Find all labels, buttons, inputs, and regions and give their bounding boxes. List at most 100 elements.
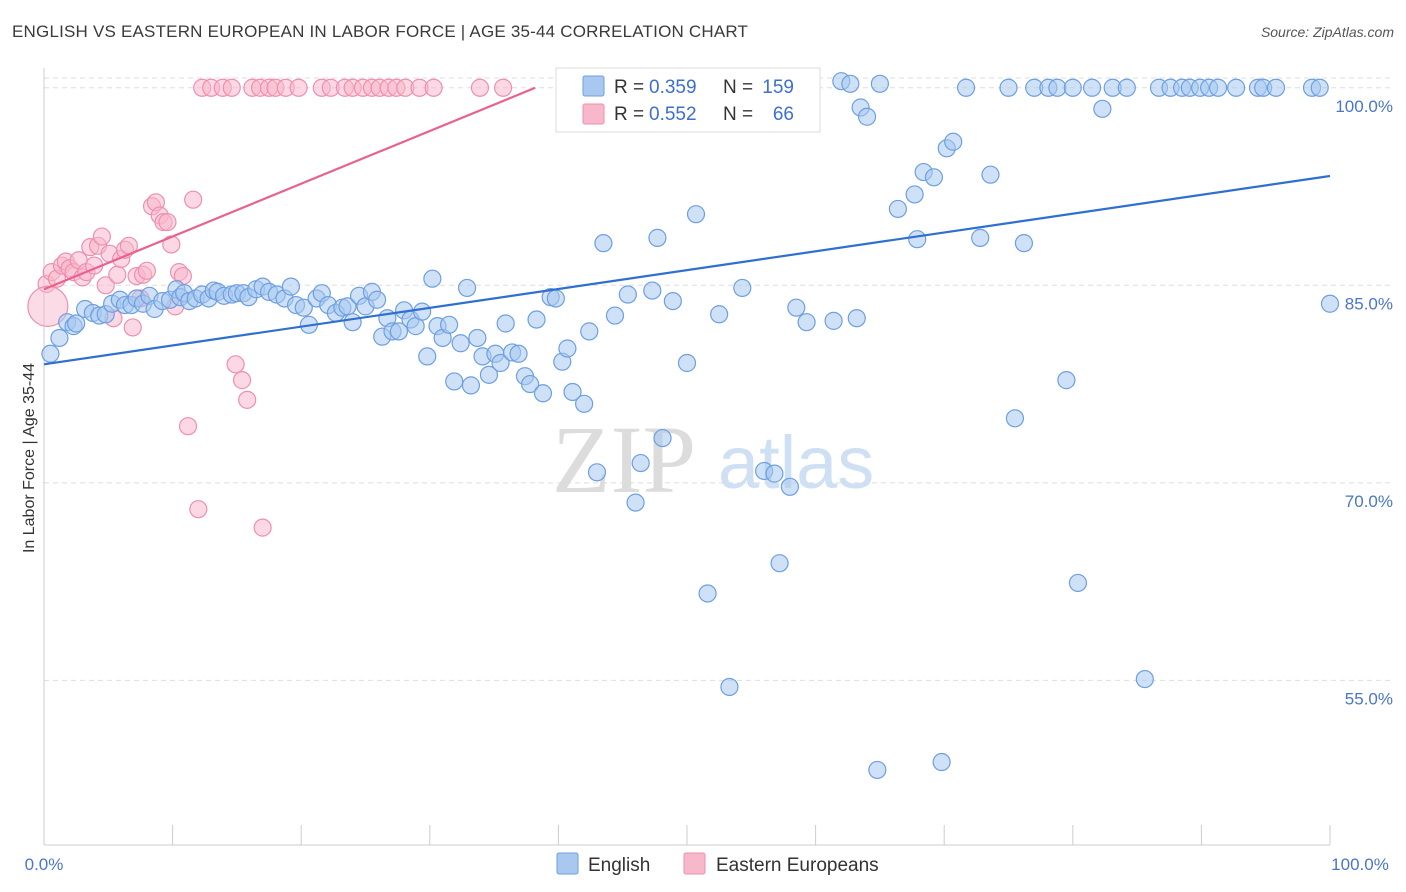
english-n-label: N =	[723, 77, 753, 98]
eastern-point-37	[189, 500, 208, 519]
english-point-102	[710, 305, 729, 324]
english-point-156	[1310, 78, 1329, 97]
english-point-150	[1209, 78, 1228, 97]
english-point-157	[1320, 294, 1340, 313]
english-point-67	[451, 334, 470, 353]
x-tick-marks	[172, 825, 1331, 845]
english-point-101	[698, 584, 717, 603]
english-point-131	[1005, 409, 1025, 428]
english-point-98	[663, 292, 682, 311]
english-point-142	[1117, 78, 1136, 97]
english-point-116	[857, 107, 877, 126]
english-legend-swatch	[582, 75, 605, 97]
english-point-97	[653, 428, 672, 448]
english-point-72	[479, 365, 499, 384]
eastern-n-value: 66	[773, 104, 794, 125]
english-point-90	[594, 234, 613, 253]
y-tick-labels: 100.0% 85.0% 70.0% 55.0%	[1335, 97, 1393, 709]
english-point-123	[924, 168, 944, 187]
english-point-83	[546, 289, 565, 308]
eastern-point-44	[238, 390, 257, 409]
english-point-117	[868, 760, 887, 780]
eastern-point-64	[470, 78, 490, 97]
english-point-52	[367, 290, 387, 309]
english-point-99	[677, 353, 697, 373]
eastern-bottom-label: Eastern Europeans	[716, 855, 879, 876]
english-point-87	[575, 394, 594, 413]
english-point-120	[905, 185, 924, 204]
english-point-62	[423, 269, 442, 288]
english-point-75	[496, 314, 515, 333]
y-tick-label-55: 55.0%	[1345, 689, 1393, 708]
english-point-111	[824, 311, 843, 330]
english-point-93	[626, 493, 645, 512]
english-point-124	[932, 752, 951, 772]
english-bottom-swatch	[556, 852, 579, 875]
eastern-point-14	[96, 276, 115, 295]
english-r-label: R =	[614, 77, 644, 98]
english-point-96	[648, 228, 667, 247]
english-point-88	[580, 322, 599, 341]
english-point-95	[643, 281, 662, 300]
english-point-108	[780, 477, 799, 496]
english-trend-line	[43, 174, 1331, 366]
english-point-130	[999, 78, 1018, 97]
english-point-66	[445, 372, 464, 391]
x-tick-label-min: 0.0%	[25, 855, 64, 874]
english-point-136	[1057, 371, 1076, 390]
english-point-91	[605, 306, 625, 325]
english-point-143	[1135, 669, 1154, 689]
y-axis-title: In Labor Force | Age 35-44	[21, 363, 38, 553]
english-point-79	[521, 374, 540, 394]
english-point-107	[770, 554, 789, 573]
english-point-113	[841, 74, 860, 93]
english-point-110	[797, 313, 816, 332]
english-point-128	[971, 228, 990, 247]
english-point-119	[888, 199, 908, 219]
english-point-139	[1082, 78, 1102, 97]
eastern-point-30	[158, 212, 177, 232]
eastern-point-36	[184, 190, 203, 209]
english-point-65	[439, 315, 459, 334]
eastern-point-21	[123, 318, 142, 337]
english-point-77	[509, 344, 528, 363]
stats-legend: R = 0.359 N = 159 R = 0.552 N = 66	[555, 67, 821, 133]
english-point-40	[294, 298, 313, 317]
english-points	[41, 72, 1340, 780]
english-point-69	[461, 376, 481, 395]
eastern-point-42	[226, 355, 245, 374]
eastern-point-17	[108, 265, 127, 284]
english-point-137	[1063, 78, 1082, 97]
english-point-56	[389, 322, 409, 341]
english-point-106	[765, 464, 784, 483]
english-point-0	[41, 344, 60, 363]
english-point-140	[1093, 99, 1112, 118]
english-point-86	[563, 382, 582, 402]
english-point-129	[981, 165, 1000, 184]
eastern-point-cluster	[27, 285, 69, 327]
english-point-68	[457, 278, 477, 298]
english-point-104	[733, 278, 752, 298]
english-point-100	[686, 205, 706, 224]
x-tick-label-max: 100.0%	[1331, 855, 1389, 874]
english-point-89	[587, 463, 607, 482]
y-tick-label-100: 100.0%	[1335, 97, 1393, 116]
eastern-point-13	[92, 227, 111, 246]
english-point-38	[281, 277, 301, 296]
eastern-point-47	[253, 518, 272, 537]
watermark: ZIP atlas	[552, 406, 874, 513]
source-label: Source: ZipAtlas.com	[1260, 24, 1394, 40]
english-point-132	[1014, 234, 1034, 253]
english-point-74	[491, 353, 510, 373]
eastern-r-label: R =	[614, 104, 644, 125]
english-point-48	[343, 313, 362, 332]
eastern-point-63	[424, 78, 443, 97]
english-point-135	[1048, 78, 1067, 97]
eastern-bottom-swatch	[683, 852, 706, 875]
english-point-94	[631, 453, 650, 473]
english-point-70	[468, 328, 487, 348]
english-point-109	[787, 298, 806, 317]
eastern-point-43	[232, 371, 252, 390]
english-r-value: 0.359	[649, 77, 697, 98]
